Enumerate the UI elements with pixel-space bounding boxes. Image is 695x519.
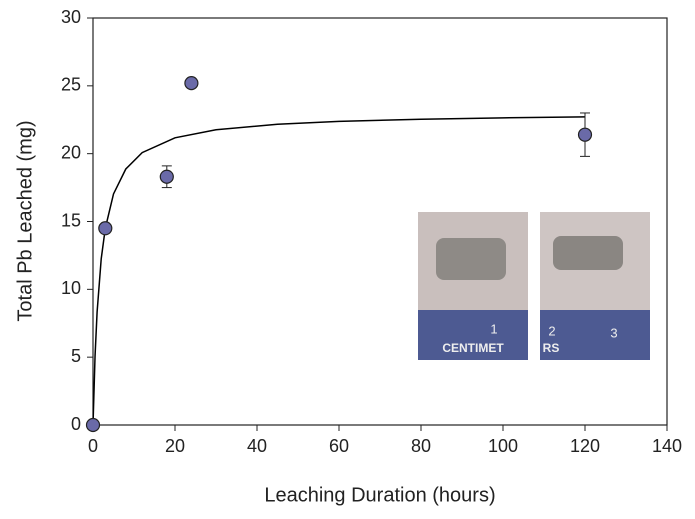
x-tick-label: 120 (570, 436, 600, 456)
x-tick-label: 140 (652, 436, 682, 456)
bullet-right (553, 236, 623, 270)
x-axis-label: Leaching Duration (hours) (264, 484, 495, 506)
x-tick-label: 100 (488, 436, 518, 456)
y-tick-label: 30 (61, 7, 81, 27)
ruler-label: 2 (548, 323, 555, 338)
x-tick-label: 0 (88, 436, 98, 456)
fit-curve (92, 116, 586, 426)
ruler-left (418, 310, 528, 360)
x-tick-label: 80 (411, 436, 431, 456)
y-tick-label: 20 (61, 142, 81, 162)
data-point (184, 76, 199, 91)
bullet-left (436, 238, 506, 280)
y-tick-label: 10 (61, 278, 81, 298)
data-point (98, 221, 113, 236)
inset-photo: 1 CENTIMET RS 2 3 (418, 212, 650, 360)
y-tick-label: 0 (71, 414, 81, 434)
y-tick-label: 25 (61, 75, 81, 95)
data-point (577, 127, 593, 142)
y-axis-label: Total Pb Leached (mg) (14, 120, 36, 321)
ruler-label: 1 (490, 321, 497, 336)
ruler-caption: CENTIMET (442, 341, 504, 355)
ruler-label: 3 (610, 325, 617, 340)
data-point (159, 169, 174, 184)
y-tick-label: 15 (61, 210, 81, 230)
x-tick-label: 60 (329, 436, 349, 456)
x-tick-label: 40 (247, 436, 267, 456)
ruler-right (540, 310, 650, 360)
data-point (85, 417, 101, 433)
ruler-caption: RS (543, 341, 560, 355)
y-tick-label: 5 (71, 346, 81, 366)
x-tick-label: 20 (165, 436, 185, 456)
